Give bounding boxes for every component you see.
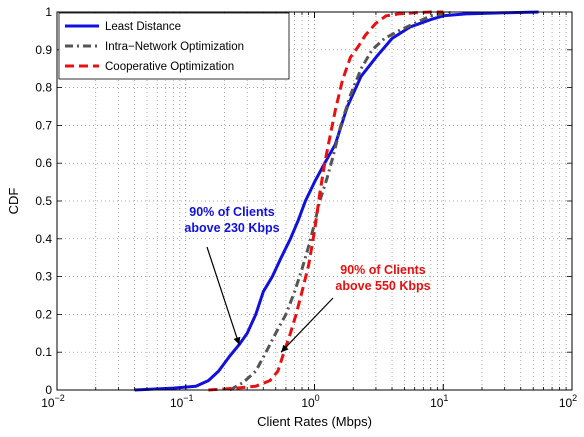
y-tick-label: 0.2 <box>35 307 52 321</box>
annotation-text: 90% of Clients <box>340 263 425 277</box>
x-tick-label: 10−2 <box>41 393 65 410</box>
y-tick-label: 0.8 <box>35 81 52 95</box>
legend-label-1: Least Distance <box>105 21 181 33</box>
legend-box <box>58 12 290 80</box>
y-axis-label: CDF <box>6 188 21 215</box>
x-tick-label: 101 <box>430 393 448 410</box>
x-tick-label: 10−1 <box>170 393 194 410</box>
ticks-layer: 10−2 10−1 100 101 102 0 0.1 0.2 0.3 0.4 0.5 0.6 0.7 0… <box>35 5 577 410</box>
y-tick-label: 1 <box>45 5 52 19</box>
annotation-text: above 230 Kbps <box>184 221 279 235</box>
annotation-arrow <box>280 297 334 353</box>
annotation-layer: 90% of Clients above 230 Kbps 90% of Clien… <box>184 205 431 353</box>
legend-label-3: Cooperative Optimization <box>105 61 234 73</box>
y-tick-label: 0.5 <box>35 194 52 208</box>
x-tick-label: 102 <box>559 393 577 410</box>
x-axis-label: Client Rates (Mbps) <box>257 414 372 429</box>
y-tick-label: 0.1 <box>35 345 52 359</box>
y-tick-label: 0.6 <box>35 156 52 170</box>
y-tick-label: 0 <box>45 383 52 397</box>
series-line-3 <box>208 10 444 392</box>
series-line-2 <box>229 10 454 392</box>
y-tick-label: 0.9 <box>35 43 52 57</box>
y-tick-label: 0.4 <box>35 232 52 246</box>
y-tick-label: 0.7 <box>35 118 52 132</box>
annotation-text: above 550 Kbps <box>335 279 430 293</box>
annotation-text: 90% of Clients <box>189 205 274 219</box>
x-tick-label: 100 <box>301 393 319 410</box>
legend: Least Distance Intra−Network Optimization… <box>58 12 290 80</box>
series-layer <box>134 10 539 392</box>
annotation-arrow <box>206 246 241 345</box>
y-tick-label: 0.3 <box>35 270 52 284</box>
series-line-1 <box>134 10 539 392</box>
legend-label-2: Intra−Network Optimization <box>105 41 244 53</box>
